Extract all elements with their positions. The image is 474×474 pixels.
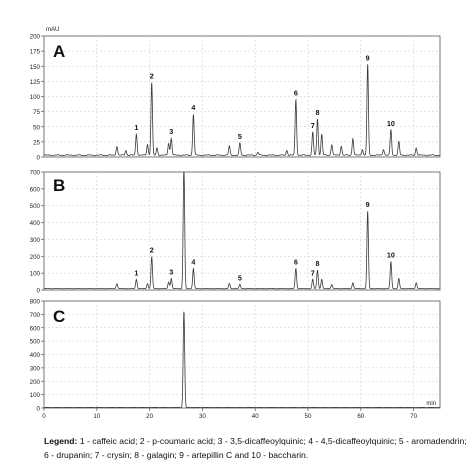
peak-label: 10 xyxy=(387,251,395,260)
y-tick-label: 700 xyxy=(30,312,41,319)
legend-text: 1 - caffeic acid; 2 - p-coumaric acid; 3… xyxy=(44,436,467,460)
peak-label: 6 xyxy=(294,89,298,98)
x-tick-label: 10 xyxy=(93,413,100,420)
panel-b: 0 100 200 300 400 500 600 700 B 1 2 3 4 5 6 78 9 10 xyxy=(30,170,441,295)
peak-label: 2 xyxy=(150,72,154,81)
y-tick-label: 600 xyxy=(30,325,41,332)
chromatogram-trace xyxy=(43,171,441,290)
peak-label: 5 xyxy=(238,132,242,141)
peak-label: 4 xyxy=(191,257,195,266)
y-tick-label: 300 xyxy=(30,237,41,244)
y-tick-label: 400 xyxy=(30,352,41,359)
x-axis-label: min xyxy=(426,401,436,407)
x-tick-label: 70 xyxy=(410,413,417,420)
peak-label: 1 xyxy=(134,268,138,277)
x-tick-label: 0 xyxy=(42,413,46,420)
panel-c: 0 100 200 300 400 500 600 700 800 0 10 20 30 40 50 60 70… xyxy=(30,299,441,420)
x-tick-label: 20 xyxy=(146,413,153,420)
y-tick-label: 500 xyxy=(30,203,41,210)
peak-label: 8 xyxy=(316,108,320,117)
peak-label: 3 xyxy=(169,127,173,136)
y-tick-label: 75 xyxy=(33,109,40,116)
y-tick-label: 100 xyxy=(30,271,41,278)
peak-label: 2 xyxy=(150,246,154,255)
y-tick-label: 100 xyxy=(30,94,41,101)
y-tick-label: 0 xyxy=(37,406,41,413)
peak-label: 9 xyxy=(366,53,370,62)
y-tick-label: 25 xyxy=(33,139,40,146)
y-tick-label: 400 xyxy=(30,220,41,227)
legend: Legend: 1 - caffeic acid; 2 - p-coumaric… xyxy=(44,434,470,462)
y-tick-label: 500 xyxy=(30,339,41,346)
panel-a: 0 25 50 75 100 125 150 175 200 mAU A 1 2 3 4 5 6 78 9 10 xyxy=(30,27,441,162)
y-tick-label: 200 xyxy=(30,379,41,386)
y-tick-label: 200 xyxy=(30,34,41,41)
peak-label: 8 xyxy=(316,259,320,268)
y-tick-label: 700 xyxy=(30,170,41,177)
peak-label: 7 xyxy=(311,121,315,130)
peak-label: 5 xyxy=(238,273,242,282)
y-tick-label: 0 xyxy=(37,288,41,295)
y-tick-label: 600 xyxy=(30,186,41,193)
peak-label: 9 xyxy=(366,200,370,209)
y-tick-label: 200 xyxy=(30,254,41,261)
plot-frame xyxy=(43,171,441,291)
panel-letter: B xyxy=(53,176,65,195)
legend-title: Legend: xyxy=(44,436,78,446)
x-tick-label: 40 xyxy=(252,413,259,420)
panel-letter: C xyxy=(53,307,65,326)
y-tick-label: 800 xyxy=(30,299,41,306)
peak-label: 4 xyxy=(191,103,195,112)
y-axis-label: mAU xyxy=(46,27,59,33)
y-tick-label: 125 xyxy=(30,79,41,86)
y-tick-label: 0 xyxy=(37,155,41,162)
peak-label: 7 xyxy=(311,268,315,277)
x-tick-label: 50 xyxy=(305,413,312,420)
y-tick-label: 175 xyxy=(30,49,41,56)
peak-label: 3 xyxy=(169,268,173,277)
chromatogram-trace xyxy=(43,64,441,157)
x-tick-label: 60 xyxy=(357,413,364,420)
chromatogram-trace xyxy=(43,311,441,409)
x-tick-label: 30 xyxy=(199,413,206,420)
y-tick-label: 300 xyxy=(30,365,41,372)
peak-label: 6 xyxy=(294,257,298,266)
panel-letter: A xyxy=(53,42,65,61)
peak-label: 10 xyxy=(387,119,395,128)
y-tick-label: 50 xyxy=(33,124,40,131)
y-tick-label: 100 xyxy=(30,392,41,399)
y-tick-label: 150 xyxy=(30,64,41,71)
peak-label: 1 xyxy=(134,123,138,132)
